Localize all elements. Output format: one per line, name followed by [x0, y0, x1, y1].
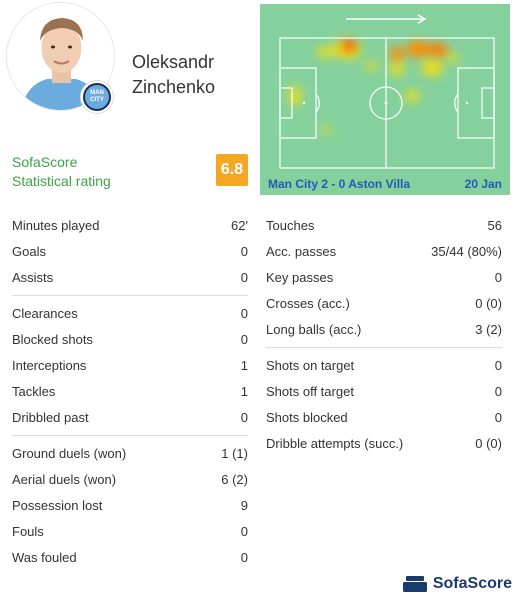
stat-label: Shots blocked	[266, 410, 348, 425]
stat-value: 0 (0)	[475, 296, 502, 311]
stat-row: Blocked shots 0	[12, 327, 248, 353]
stat-value: 1	[240, 384, 248, 399]
stat-label: Shots on target	[266, 358, 355, 373]
stat-label: Aerial duels (won)	[12, 472, 117, 487]
stat-row: Crosses (acc.) 0 (0)	[266, 291, 502, 317]
stat-label: Assists	[12, 270, 54, 285]
stat-label: Key passes	[266, 270, 334, 285]
stat-label: Goals	[12, 244, 46, 259]
heat-blobs	[289, 39, 459, 134]
stat-row: Aerial duels (won) 6 (2)	[12, 467, 248, 493]
stat-row: Minutes played 62'	[12, 213, 248, 239]
stats-group: Touches 56 Acc. passes 35/44 (80%) Key pas…	[266, 213, 502, 348]
stat-label: Dribbled past	[12, 410, 89, 425]
stat-row: Possession lost 9	[12, 493, 248, 519]
stat-value: 0	[240, 410, 248, 425]
rating-label: SofaScore Statistical rating	[12, 153, 111, 191]
stat-label: Crosses (acc.)	[266, 296, 350, 311]
stat-value: 0	[240, 524, 248, 539]
stat-label: Fouls	[12, 524, 44, 539]
stat-value: 0	[240, 550, 248, 565]
stat-value: 0	[494, 270, 502, 285]
stat-value: 3 (2)	[475, 322, 502, 337]
match-label[interactable]: Man City 2 - 0 Aston Villa	[268, 177, 411, 191]
rating-brand: SofaScore	[12, 154, 78, 170]
sofascore-logo-icon	[402, 576, 427, 592]
stat-label: Dribble attempts (succ.)	[266, 436, 404, 451]
stat-row: Ground duels (won) 1 (1)	[12, 441, 248, 467]
attack-direction-arrow-icon	[346, 14, 427, 24]
pitch-lines	[279, 37, 495, 169]
stat-row: Dribbled past 0	[12, 405, 248, 431]
stat-label: Shots off target	[266, 384, 354, 399]
stats-group: Minutes played 62' Goals 0 Assists 0	[12, 213, 248, 296]
stat-value: 0	[494, 384, 502, 399]
stat-row: Clearances 0	[12, 301, 248, 327]
stat-row: Fouls 0	[12, 519, 248, 545]
stat-value: 0	[240, 332, 248, 347]
rating-caption: Statistical rating	[12, 173, 111, 189]
stat-row: Acc. passes 35/44 (80%)	[266, 239, 502, 265]
stat-label: Was fouled	[12, 550, 77, 565]
stat-row: Interceptions 1	[12, 353, 248, 379]
stat-value: 0	[494, 358, 502, 373]
rating-badge: 6.8	[216, 154, 248, 186]
stat-label: Possession lost	[12, 498, 103, 513]
match-date: 20 Jan	[464, 177, 502, 191]
player-photo	[7, 3, 114, 110]
player-avatar	[6, 2, 115, 111]
sofascore-logo-text: SofaScore	[432, 575, 512, 592]
stat-label: Acc. passes	[266, 244, 337, 259]
stat-row: Was fouled 0	[12, 545, 248, 571]
stat-row: Touches 56	[266, 213, 502, 239]
stats-column-left: Minutes played 62' Goals 0 Assists 0 Cleara…	[12, 213, 248, 580]
club-badge-text: MAN CITY	[83, 83, 111, 111]
stat-row: Assists 0	[12, 265, 248, 291]
stat-value: 6 (2)	[221, 472, 248, 487]
stat-value: 1 (1)	[221, 446, 248, 461]
stat-value: 0 (0)	[475, 436, 502, 451]
stat-value: 35/44 (80%)	[431, 244, 502, 259]
stat-row: Shots blocked 0	[266, 405, 502, 431]
stat-value: 56	[487, 218, 502, 233]
stat-label: Tackles	[12, 384, 56, 399]
heatmap: Man City 2 - 0 Aston Villa 20 Jan	[260, 4, 510, 195]
heatmap-pitch	[279, 14, 495, 169]
stat-value: 62'	[231, 218, 248, 233]
player-name: Oleksandr Zinchenko	[132, 50, 215, 100]
club-badge-icon: MAN CITY	[80, 80, 114, 114]
stats-group: Ground duels (won) 1 (1) Aerial duels (wo…	[12, 441, 248, 575]
stat-label: Blocked shots	[12, 332, 93, 347]
stat-value: 9	[240, 498, 248, 513]
stats-group: Shots on target 0 Shots off target 0 Shots…	[266, 353, 502, 461]
stat-value: 0	[240, 244, 248, 259]
stat-value: 0	[240, 270, 248, 285]
sofascore-logo[interactable]: SofaScore	[402, 575, 512, 593]
stat-value: 0	[494, 410, 502, 425]
stat-label: Ground duels (won)	[12, 446, 127, 461]
stat-row: Goals 0	[12, 239, 248, 265]
stat-label: Interceptions	[12, 358, 87, 373]
stat-label: Clearances	[12, 306, 78, 321]
stat-value: 0	[240, 306, 248, 321]
player-last-name: Zinchenko	[132, 77, 216, 97]
stats-group: Clearances 0 Blocked shots 0 Interceptions…	[12, 301, 248, 436]
stat-label: Touches	[266, 218, 315, 233]
stat-row: Key passes 0	[266, 265, 502, 291]
stat-row: Tackles 1	[12, 379, 248, 405]
stats-column-right: Touches 56 Acc. passes 35/44 (80%) Key pas…	[266, 213, 502, 466]
stat-row: Shots on target 0	[266, 353, 502, 379]
stat-row: Dribble attempts (succ.) 0 (0)	[266, 431, 502, 457]
player-first-name: Oleksandr	[132, 52, 215, 72]
stat-row: Long balls (acc.) 3 (2)	[266, 317, 502, 343]
stat-value: 1	[240, 358, 248, 373]
stat-row: Shots off target 0	[266, 379, 502, 405]
stat-label: Minutes played	[12, 218, 100, 233]
stat-label: Long balls (acc.)	[266, 322, 362, 337]
